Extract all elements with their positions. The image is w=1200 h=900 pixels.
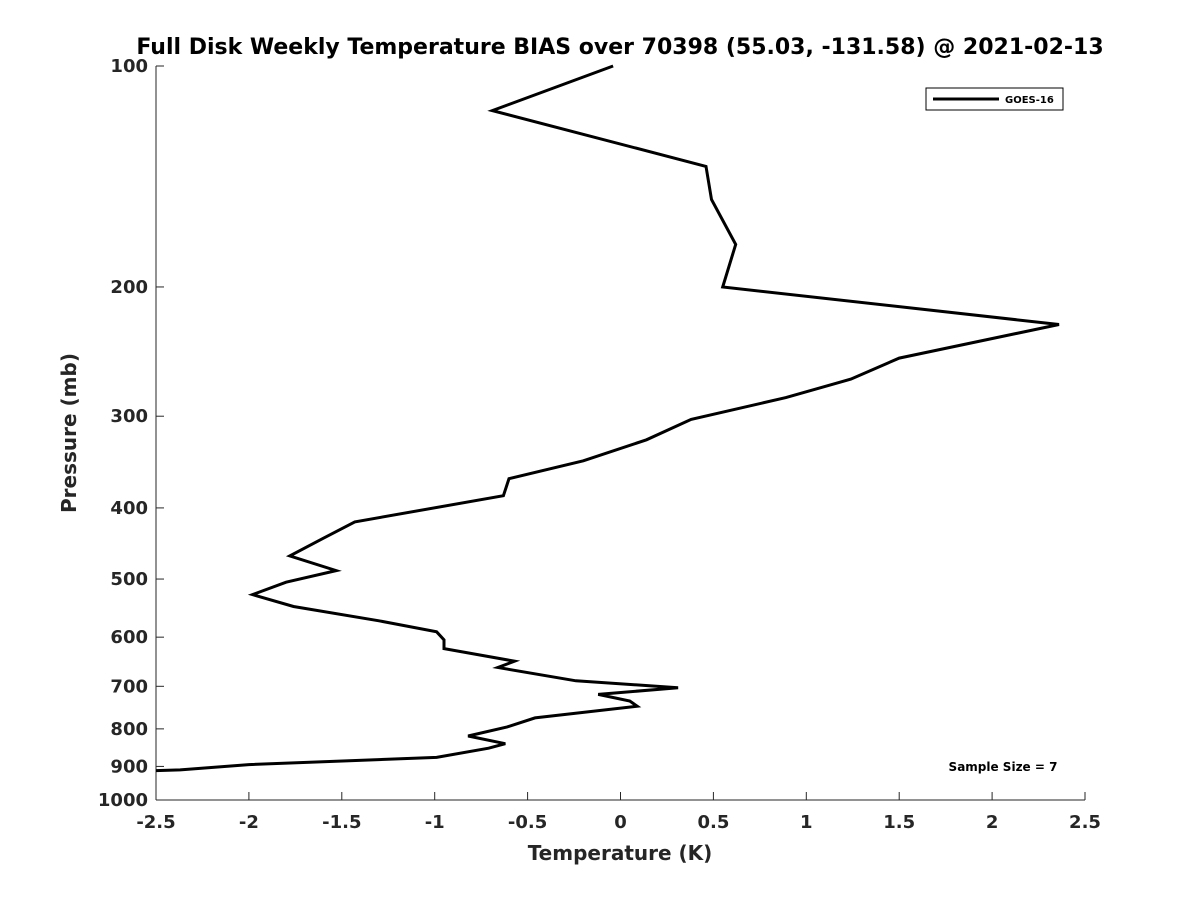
series-layer [155,64,1060,773]
x-tick-label: 0 [614,812,627,833]
x-axis-label: Temperature (K) [528,841,713,865]
y-tick-label: 900 [110,756,148,777]
plot-axes [155,66,1085,801]
x-tick-label: -2.5 [136,812,175,833]
y-tick-label: 200 [110,277,148,298]
x-tick-label: -0.5 [508,812,547,833]
x-tick-label: -2 [239,812,259,833]
legend: GOES-16 [925,87,1064,111]
series-line-goes-16 [155,64,1060,773]
x-tick-label: 2 [986,812,999,833]
y-tick-label: 100 [110,56,148,77]
y-tick-label: 1000 [98,790,148,811]
sample-size-annotation: Sample Size = 7 [949,760,1058,774]
y-tick-label: 800 [110,719,148,740]
x-axis-ticks: -2.5 -2 -1.5 -1 -0.5 0 0.5 1 1.5 2 2.5 [136,792,1101,833]
x-tick-label: 1 [800,812,813,833]
y-axis-ticks: 100 200 300 400 500 600 700 800 900 1000 [98,56,164,811]
y-tick-label: 700 [110,676,148,697]
y-tick-label: 400 [110,498,148,519]
x-tick-label: 2.5 [1069,812,1101,833]
y-tick-label: 300 [110,406,148,427]
x-tick-label: -1 [425,812,445,833]
y-tick-label: 500 [110,569,148,590]
y-axis-label: Pressure (mb) [57,353,81,513]
x-tick-label: 0.5 [697,812,729,833]
chart-title: Full Disk Weekly Temperature BIAS over 7… [136,35,1103,60]
y-tick-label: 600 [110,627,148,648]
x-tick-label: -1.5 [322,812,361,833]
x-tick-label: 1.5 [883,812,915,833]
legend-label-goes-16: GOES-16 [1005,95,1054,106]
